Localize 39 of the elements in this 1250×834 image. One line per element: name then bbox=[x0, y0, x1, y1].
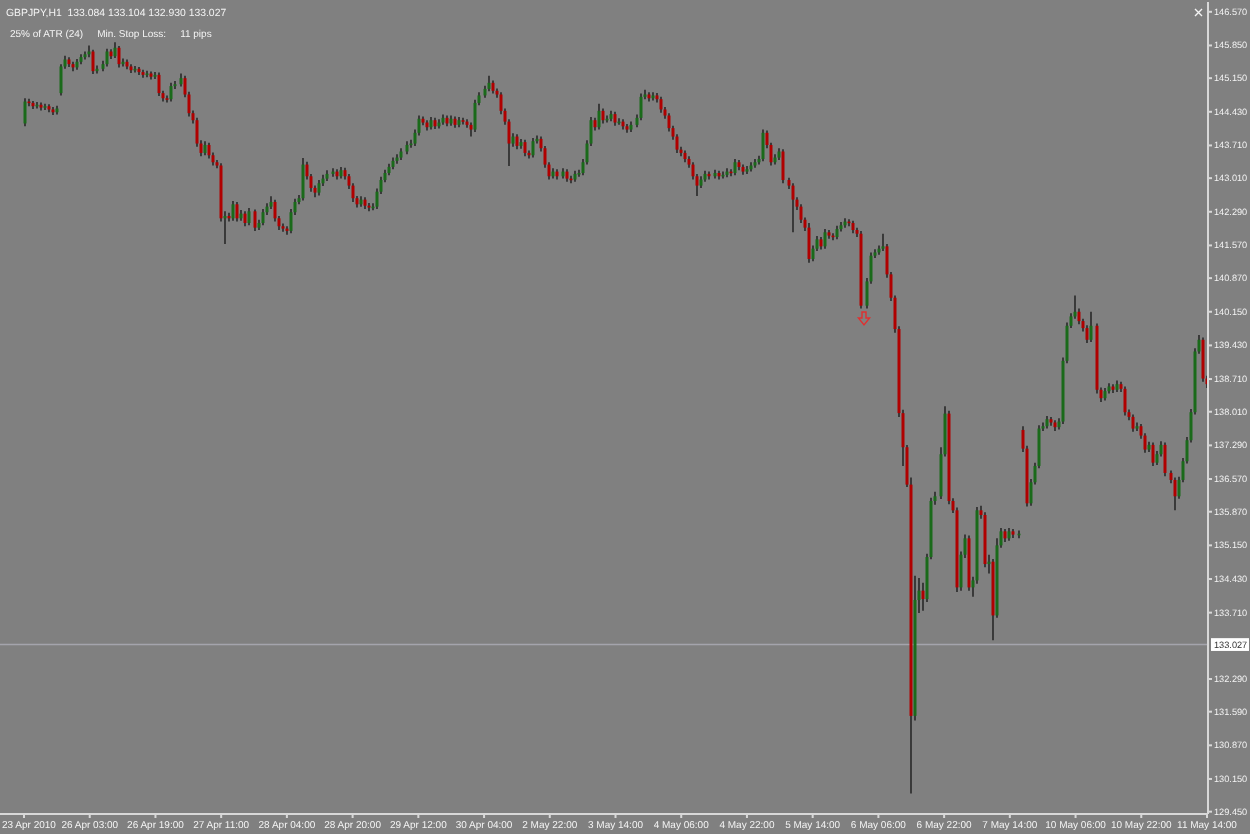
candlestick bbox=[91, 48, 95, 75]
candlestick bbox=[169, 82, 173, 103]
candlestick bbox=[717, 169, 721, 181]
candlestick bbox=[23, 97, 27, 127]
candlestick bbox=[1135, 421, 1139, 432]
candlestick bbox=[395, 153, 399, 165]
candlestick bbox=[761, 128, 765, 163]
candlestick bbox=[791, 182, 795, 234]
candlestick bbox=[725, 167, 729, 178]
candlestick bbox=[531, 137, 535, 159]
candlestick bbox=[745, 165, 749, 175]
candlestick bbox=[59, 63, 63, 97]
candlestick bbox=[195, 117, 199, 148]
candlestick bbox=[1143, 432, 1147, 454]
candlestick bbox=[253, 208, 257, 232]
candlestick bbox=[713, 169, 717, 180]
candlestick bbox=[651, 91, 655, 102]
candlestick bbox=[473, 98, 477, 133]
candlestick bbox=[1173, 476, 1177, 512]
candlestick bbox=[799, 203, 803, 224]
candlestick bbox=[117, 45, 121, 69]
candlestick bbox=[597, 103, 601, 131]
candlestick bbox=[675, 133, 679, 154]
candlestick bbox=[1201, 336, 1205, 383]
candlestick bbox=[807, 222, 811, 264]
candlestick bbox=[1151, 441, 1155, 467]
candlestick bbox=[1163, 441, 1167, 477]
candlestick bbox=[351, 182, 355, 203]
candlestick bbox=[273, 198, 277, 223]
candlestick bbox=[639, 92, 643, 121]
candlestick bbox=[667, 112, 671, 133]
candlestick bbox=[301, 157, 305, 202]
candlestick bbox=[231, 200, 235, 222]
candlestick bbox=[781, 148, 785, 184]
candlestick bbox=[1089, 311, 1093, 343]
candlestick bbox=[823, 228, 827, 250]
candlestick bbox=[1123, 385, 1127, 417]
candlestick bbox=[157, 71, 161, 97]
candlestick bbox=[235, 201, 239, 223]
